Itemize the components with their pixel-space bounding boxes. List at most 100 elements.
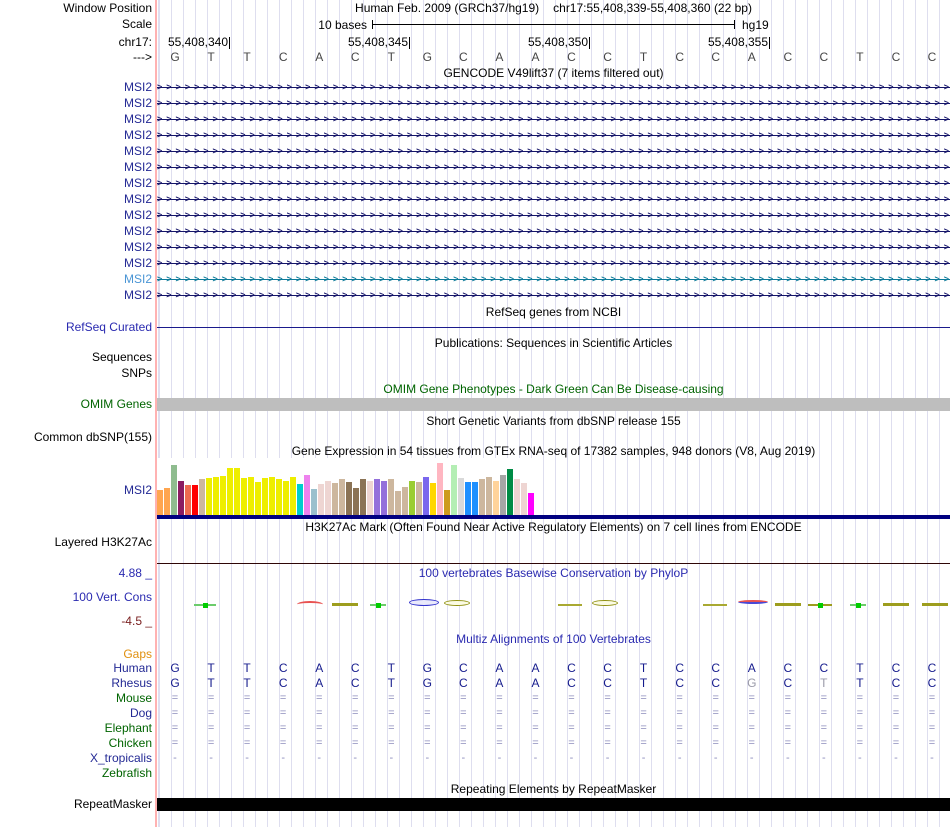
gtex-tissue-bar[interactable]: [318, 484, 324, 515]
gene-row-label[interactable]: MSI2: [123, 144, 152, 158]
gtex-gene-label[interactable]: MSI2: [123, 483, 152, 497]
gtex-tissue-bar[interactable]: [458, 478, 464, 515]
gene-row-label[interactable]: MSI2: [123, 160, 152, 174]
gtex-tissue-bar[interactable]: [283, 481, 289, 515]
repeatmasker-label[interactable]: RepeatMasker: [73, 797, 152, 811]
gtex-tissue-bar[interactable]: [206, 478, 212, 515]
gtex-tissue-bar[interactable]: [388, 479, 394, 515]
gene-row[interactable]: >>>>>>>>>>>>>>>>>>>>>>>>>>>>>>>>>>>>>>>>…: [157, 225, 950, 238]
species-label[interactable]: Mouse: [115, 691, 152, 705]
gtex-tissue-bar[interactable]: [255, 482, 261, 515]
gtex-tissue-bar[interactable]: [493, 481, 499, 515]
gtex-tissue-bar[interactable]: [416, 482, 422, 515]
gtex-tissue-bar[interactable]: [444, 490, 450, 515]
gene-row[interactable]: >>>>>>>>>>>>>>>>>>>>>>>>>>>>>>>>>>>>>>>>…: [157, 241, 950, 254]
alignment-row[interactable]: = = = = = = = = = = = = = = = = = = = = = =: [157, 692, 950, 705]
gtex-tissue-bar[interactable]: [241, 478, 247, 515]
gene-row-label[interactable]: MSI2: [123, 80, 152, 94]
gene-row-label[interactable]: MSI2: [123, 224, 152, 238]
gene-row-label[interactable]: MSI2: [123, 128, 152, 142]
gtex-tissue-bar[interactable]: [423, 477, 429, 515]
gene-row[interactable]: >>>>>>>>>>>>>>>>>>>>>>>>>>>>>>>>>>>>>>>>…: [157, 161, 950, 174]
gtex-tissue-bar[interactable]: [395, 491, 401, 515]
alignment-row[interactable]: = = = = = = = = = = = = = = = = = = = = = =: [157, 707, 950, 720]
gtex-tissue-bar[interactable]: [164, 488, 170, 515]
gtex-tissue-bar[interactable]: [346, 482, 352, 515]
gene-row[interactable]: >>>>>>>>>>>>>>>>>>>>>>>>>>>>>>>>>>>>>>>>…: [157, 209, 950, 222]
gtex-tissue-bar[interactable]: [192, 485, 198, 515]
gtex-tissue-bar[interactable]: [409, 481, 415, 515]
gene-row-label[interactable]: MSI2: [123, 96, 152, 110]
species-label[interactable]: Elephant: [104, 721, 152, 735]
gene-row[interactable]: >>>>>>>>>>>>>>>>>>>>>>>>>>>>>>>>>>>>>>>>…: [157, 145, 950, 158]
gene-row[interactable]: >>>>>>>>>>>>>>>>>>>>>>>>>>>>>>>>>>>>>>>>…: [157, 257, 950, 270]
gtex-tissue-bar[interactable]: [402, 487, 408, 515]
gene-row-label[interactable]: MSI2: [123, 272, 152, 286]
gtex-tissue-bar[interactable]: [528, 493, 534, 515]
gtex-tissue-bar[interactable]: [430, 483, 436, 515]
gtex-tissue-bar[interactable]: [437, 463, 443, 515]
gtex-expression-barchart[interactable]: [157, 462, 535, 515]
gene-row[interactable]: >>>>>>>>>>>>>>>>>>>>>>>>>>>>>>>>>>>>>>>>…: [157, 177, 950, 190]
gtex-tissue-bar[interactable]: [227, 468, 233, 515]
gtex-tissue-bar[interactable]: [157, 490, 163, 515]
species-label[interactable]: Zebrafish: [101, 766, 152, 780]
species-label[interactable]: Chicken: [108, 736, 152, 750]
gene-row-label[interactable]: MSI2: [123, 192, 152, 206]
gtex-tissue-bar[interactable]: [269, 477, 275, 515]
gtex-tissue-bar[interactable]: [304, 475, 310, 515]
gtex-tissue-bar[interactable]: [290, 477, 296, 515]
gene-row-label[interactable]: MSI2: [123, 256, 152, 270]
gtex-tissue-bar[interactable]: [199, 479, 205, 515]
gene-row-label[interactable]: MSI2: [123, 208, 152, 222]
gtex-tissue-bar[interactable]: [500, 475, 506, 515]
gtex-tissue-bar[interactable]: [514, 479, 520, 515]
gtex-tissue-bar[interactable]: [297, 484, 303, 515]
gene-row[interactable]: >>>>>>>>>>>>>>>>>>>>>>>>>>>>>>>>>>>>>>>>…: [157, 193, 950, 206]
gene-row-label[interactable]: MSI2: [123, 112, 152, 126]
gtex-tissue-bar[interactable]: [171, 465, 177, 515]
refseq-gene-item[interactable]: [157, 327, 950, 328]
gtex-tissue-bar[interactable]: [262, 478, 268, 515]
gene-row-label[interactable]: MSI2: [123, 240, 152, 254]
gtex-tissue-bar[interactable]: [486, 477, 492, 515]
gtex-tissue-bar[interactable]: [374, 479, 380, 515]
gtex-tissue-bar[interactable]: [234, 468, 240, 515]
conservation-label[interactable]: 100 Vert. Cons: [72, 590, 152, 604]
gene-row[interactable]: >>>>>>>>>>>>>>>>>>>>>>>>>>>>>>>>>>>>>>>>…: [157, 97, 950, 110]
gtex-tissue-bar[interactable]: [213, 477, 219, 515]
alignment-row[interactable]: ----------------------: [157, 752, 950, 765]
gene-row[interactable]: >>>>>>>>>>>>>>>>>>>>>>>>>>>>>>>>>>>>>>>>…: [157, 81, 950, 94]
gtex-tissue-bar[interactable]: [276, 479, 282, 515]
alignment-row[interactable]: = = = = = = = = = = = = = = = = = = = = = =: [157, 722, 950, 735]
publications-snps-label[interactable]: SNPs: [121, 366, 152, 380]
omim-genes-label[interactable]: OMIM Genes: [80, 397, 152, 411]
publications-sequences-label[interactable]: Sequences: [91, 350, 152, 364]
gene-row-label[interactable]: MSI2: [123, 288, 152, 302]
gtex-tissue-bar[interactable]: [178, 481, 184, 515]
gtex-tissue-bar[interactable]: [353, 488, 359, 515]
alignment-row[interactable]: = = = = = = = = = = = = = = = = = = = = = =: [157, 737, 950, 750]
gene-row[interactable]: >>>>>>>>>>>>>>>>>>>>>>>>>>>>>>>>>>>>>>>>…: [157, 129, 950, 142]
refseq-curated-label[interactable]: RefSeq Curated: [65, 320, 152, 334]
gtex-tissue-bar[interactable]: [367, 481, 373, 515]
gtex-tissue-bar[interactable]: [465, 482, 471, 515]
gtex-tissue-bar[interactable]: [507, 469, 513, 515]
gene-row[interactable]: >>>>>>>>>>>>>>>>>>>>>>>>>>>>>>>>>>>>>>>>…: [157, 113, 950, 126]
gtex-tissue-bar[interactable]: [185, 485, 191, 515]
gtex-tissue-bar[interactable]: [479, 479, 485, 515]
omim-gene-item[interactable]: [157, 398, 950, 411]
repeatmasker-item[interactable]: [157, 798, 950, 811]
species-label[interactable]: X_tropicalis: [89, 751, 152, 765]
gtex-tissue-bar[interactable]: [381, 481, 387, 515]
species-label[interactable]: Gaps: [123, 647, 152, 661]
gene-row[interactable]: >>>>>>>>>>>>>>>>>>>>>>>>>>>>>>>>>>>>>>>>…: [157, 273, 950, 286]
gene-row[interactable]: >>>>>>>>>>>>>>>>>>>>>>>>>>>>>>>>>>>>>>>>…: [157, 289, 950, 302]
gtex-tissue-bar[interactable]: [325, 481, 331, 515]
gtex-tissue-bar[interactable]: [451, 465, 457, 515]
gtex-tissue-bar[interactable]: [521, 483, 527, 515]
gtex-tissue-bar[interactable]: [220, 476, 226, 515]
gtex-tissue-bar[interactable]: [248, 477, 254, 515]
